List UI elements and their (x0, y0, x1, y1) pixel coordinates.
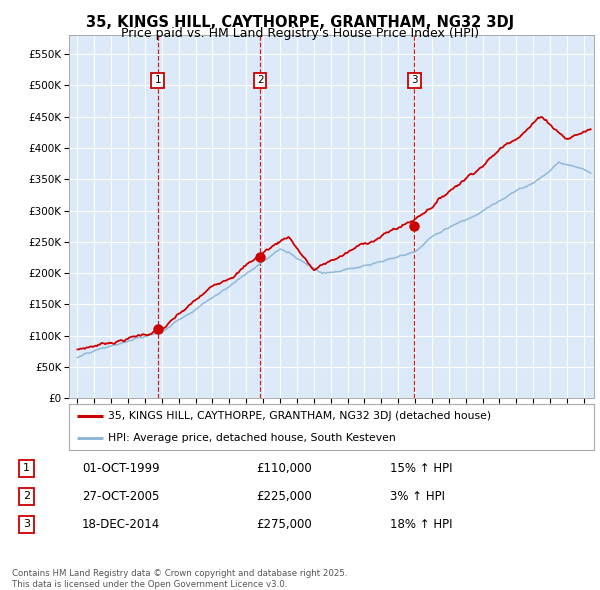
Text: HPI: Average price, detached house, South Kesteven: HPI: Average price, detached house, Sout… (109, 433, 396, 443)
Text: 01-OCT-1999: 01-OCT-1999 (82, 462, 160, 475)
Text: £110,000: £110,000 (256, 462, 312, 475)
Text: 35, KINGS HILL, CAYTHORPE, GRANTHAM, NG32 3DJ: 35, KINGS HILL, CAYTHORPE, GRANTHAM, NG3… (86, 15, 514, 30)
Text: Price paid vs. HM Land Registry's House Price Index (HPI): Price paid vs. HM Land Registry's House … (121, 27, 479, 40)
Text: 2: 2 (23, 491, 30, 501)
Text: £275,000: £275,000 (256, 517, 312, 530)
Text: 3% ↑ HPI: 3% ↑ HPI (391, 490, 445, 503)
Text: 1: 1 (154, 76, 161, 86)
Text: 3: 3 (23, 519, 30, 529)
Text: Contains HM Land Registry data © Crown copyright and database right 2025.
This d: Contains HM Land Registry data © Crown c… (12, 569, 347, 589)
Text: 27-OCT-2005: 27-OCT-2005 (82, 490, 159, 503)
Text: 2: 2 (257, 76, 263, 86)
Text: 18% ↑ HPI: 18% ↑ HPI (391, 517, 453, 530)
Text: 18-DEC-2014: 18-DEC-2014 (82, 517, 160, 530)
Text: 1: 1 (23, 463, 30, 473)
Text: 35, KINGS HILL, CAYTHORPE, GRANTHAM, NG32 3DJ (detached house): 35, KINGS HILL, CAYTHORPE, GRANTHAM, NG3… (109, 411, 491, 421)
Text: 15% ↑ HPI: 15% ↑ HPI (391, 462, 453, 475)
Text: 3: 3 (411, 76, 418, 86)
Text: £225,000: £225,000 (256, 490, 312, 503)
